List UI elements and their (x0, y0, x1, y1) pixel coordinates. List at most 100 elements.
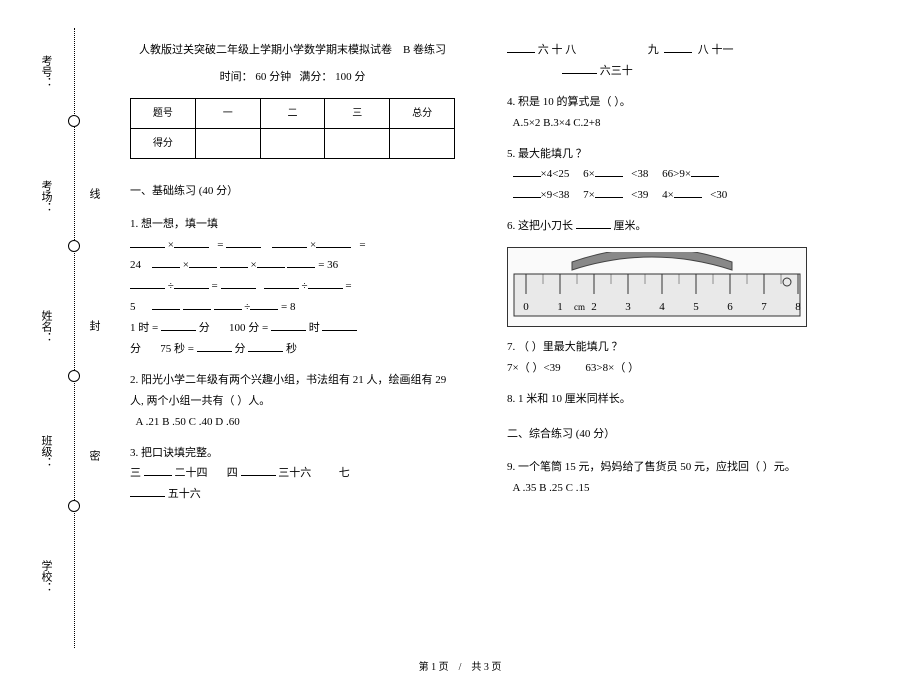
q-opts: A .21 B .50 C .40 D .60 (136, 416, 240, 428)
row-label: 得分 (131, 128, 196, 158)
eq8: = 8 (281, 301, 295, 313)
seal-char-1: 线 (86, 188, 102, 199)
label-exam-no: 考号： (38, 55, 54, 88)
question-2: 2. 阳光小学二年级有两个兴趣小组，书法组有 21 人，绘画组有 29人, 两个… (130, 370, 455, 433)
r7: 7 (761, 301, 767, 313)
label-school: 学校： (38, 560, 54, 593)
q3c: 七 (339, 467, 350, 479)
r6: 6 (727, 301, 733, 313)
blank (562, 61, 597, 74)
blank (308, 276, 343, 289)
cell (195, 128, 260, 158)
title-left: 人教版过关突破二年级上学期小学数学期末模拟试卷 (139, 44, 392, 56)
time-b: 分 (199, 322, 210, 334)
cell (390, 128, 455, 158)
seal-char-3: 密 (86, 450, 102, 461)
ruler-svg: 0 1 cm 2 3 4 5 6 7 8 (512, 252, 802, 322)
q-text: 最大能填几 ？ (518, 148, 587, 160)
time-c: 100 分 = (229, 322, 268, 334)
q3e: 九 (648, 44, 659, 56)
r4: 4 (659, 301, 665, 313)
r3: 3 (625, 301, 631, 313)
seal-char-2: 封 (86, 320, 102, 331)
table-row: 题号 一 二 三 总分 (131, 98, 455, 128)
th-4: 总分 (390, 98, 455, 128)
label-room: 考场： (38, 180, 54, 213)
blank (257, 255, 285, 268)
binding-circle-1 (68, 115, 80, 127)
blank (271, 318, 306, 331)
th-3: 三 (325, 98, 390, 128)
eq36: = 36 (318, 259, 338, 271)
q-opts: A .35 B .25 C .15 (513, 482, 590, 494)
page-footer: 第 1 页 / 共 3 页 (0, 658, 920, 673)
blank (250, 297, 278, 310)
q-opts: A.5×2 B.3×4 C.2+8 (513, 117, 601, 129)
binding-circle-4 (68, 500, 80, 512)
label-name: 姓名： (38, 310, 54, 343)
time-value: 60 分钟 (255, 71, 291, 83)
blank (197, 339, 232, 352)
blank (226, 235, 261, 248)
sec-b: 分 (234, 343, 245, 355)
blank (189, 255, 217, 268)
q-text: （ ）里最大能填几 ？ (518, 341, 623, 353)
title-right: B 卷练习 (403, 44, 446, 56)
time-d: 时 (309, 322, 320, 334)
blank (287, 255, 315, 268)
r1: 1 (557, 301, 563, 313)
blank (316, 235, 351, 248)
blank (183, 297, 211, 310)
p: <39 (631, 189, 648, 201)
blank (507, 40, 535, 53)
p: <38 (631, 168, 648, 180)
q-num: 7. (507, 341, 515, 353)
q7b: 63>8×（ ） (585, 362, 639, 374)
question-5: 5. 最大能填几 ？ ×4<25 6× <38 66>9× ×9<38 7× <… (507, 144, 812, 207)
blank (248, 339, 283, 352)
blank (220, 255, 248, 268)
blank (152, 255, 180, 268)
q3-continued: 六 十 八 九 八 十一 六三十 (507, 40, 812, 82)
table-row: 得分 (131, 128, 455, 158)
question-9: 9. 一个笔筒 15 元，妈妈给了售货员 50 元，应找回（ ）元。 A .35… (507, 457, 812, 499)
p: 66>9× (662, 168, 691, 180)
blank (513, 185, 541, 198)
q-text: 阳光小学二年级有两个兴趣小组，书法组有 21 人，绘画组有 29人, 两个小组一… (130, 374, 446, 407)
r2: 2 (591, 301, 597, 313)
q-num: 1. (130, 218, 138, 230)
p: 6× (583, 168, 595, 180)
full-label: 满分： (299, 71, 332, 83)
blank (174, 276, 209, 289)
q-num: 4. (507, 96, 515, 108)
label-class: 班级： (38, 435, 54, 468)
blank (144, 463, 172, 476)
cell (325, 128, 390, 158)
q-text: 把口诀填完整。 (141, 447, 218, 459)
exam-subtitle: 时间： 60 分钟 满分： 100 分 (130, 67, 455, 88)
section-1-heading: 一、基础练习 (40 分） (130, 181, 455, 202)
section-2-heading: 二、综合练习 (40 分） (507, 424, 812, 445)
blank (691, 164, 719, 177)
blank (241, 463, 276, 476)
question-6: 6. 这把小刀长 厘米。 (507, 216, 812, 237)
q6a: 这把小刀长 (518, 220, 573, 232)
blank (513, 164, 541, 177)
score-table: 题号 一 二 三 总分 得分 (130, 98, 455, 159)
time-e: 分 (130, 343, 141, 355)
left-column: 人教版过关突破二年级上学期小学数学期末模拟试卷 B 卷练习 时间： 60 分钟 … (130, 40, 455, 515)
blank (264, 276, 299, 289)
q3a: 三 (130, 467, 141, 479)
cell (260, 128, 325, 158)
ruler-image: 0 1 cm 2 3 4 5 6 7 8 (507, 247, 807, 327)
q-num: 6. (507, 220, 515, 232)
p: ×9<38 (541, 189, 570, 201)
th-2: 二 (260, 98, 325, 128)
q-num: 8. (507, 393, 515, 405)
q-text: 积是 10 的算式是（ ）。 (518, 96, 631, 108)
blank (130, 235, 165, 248)
blank (221, 276, 256, 289)
q-text: 1 米和 10 厘米同样长。 (518, 393, 631, 405)
q3a2: 二十四 (175, 467, 208, 479)
blank (174, 235, 209, 248)
